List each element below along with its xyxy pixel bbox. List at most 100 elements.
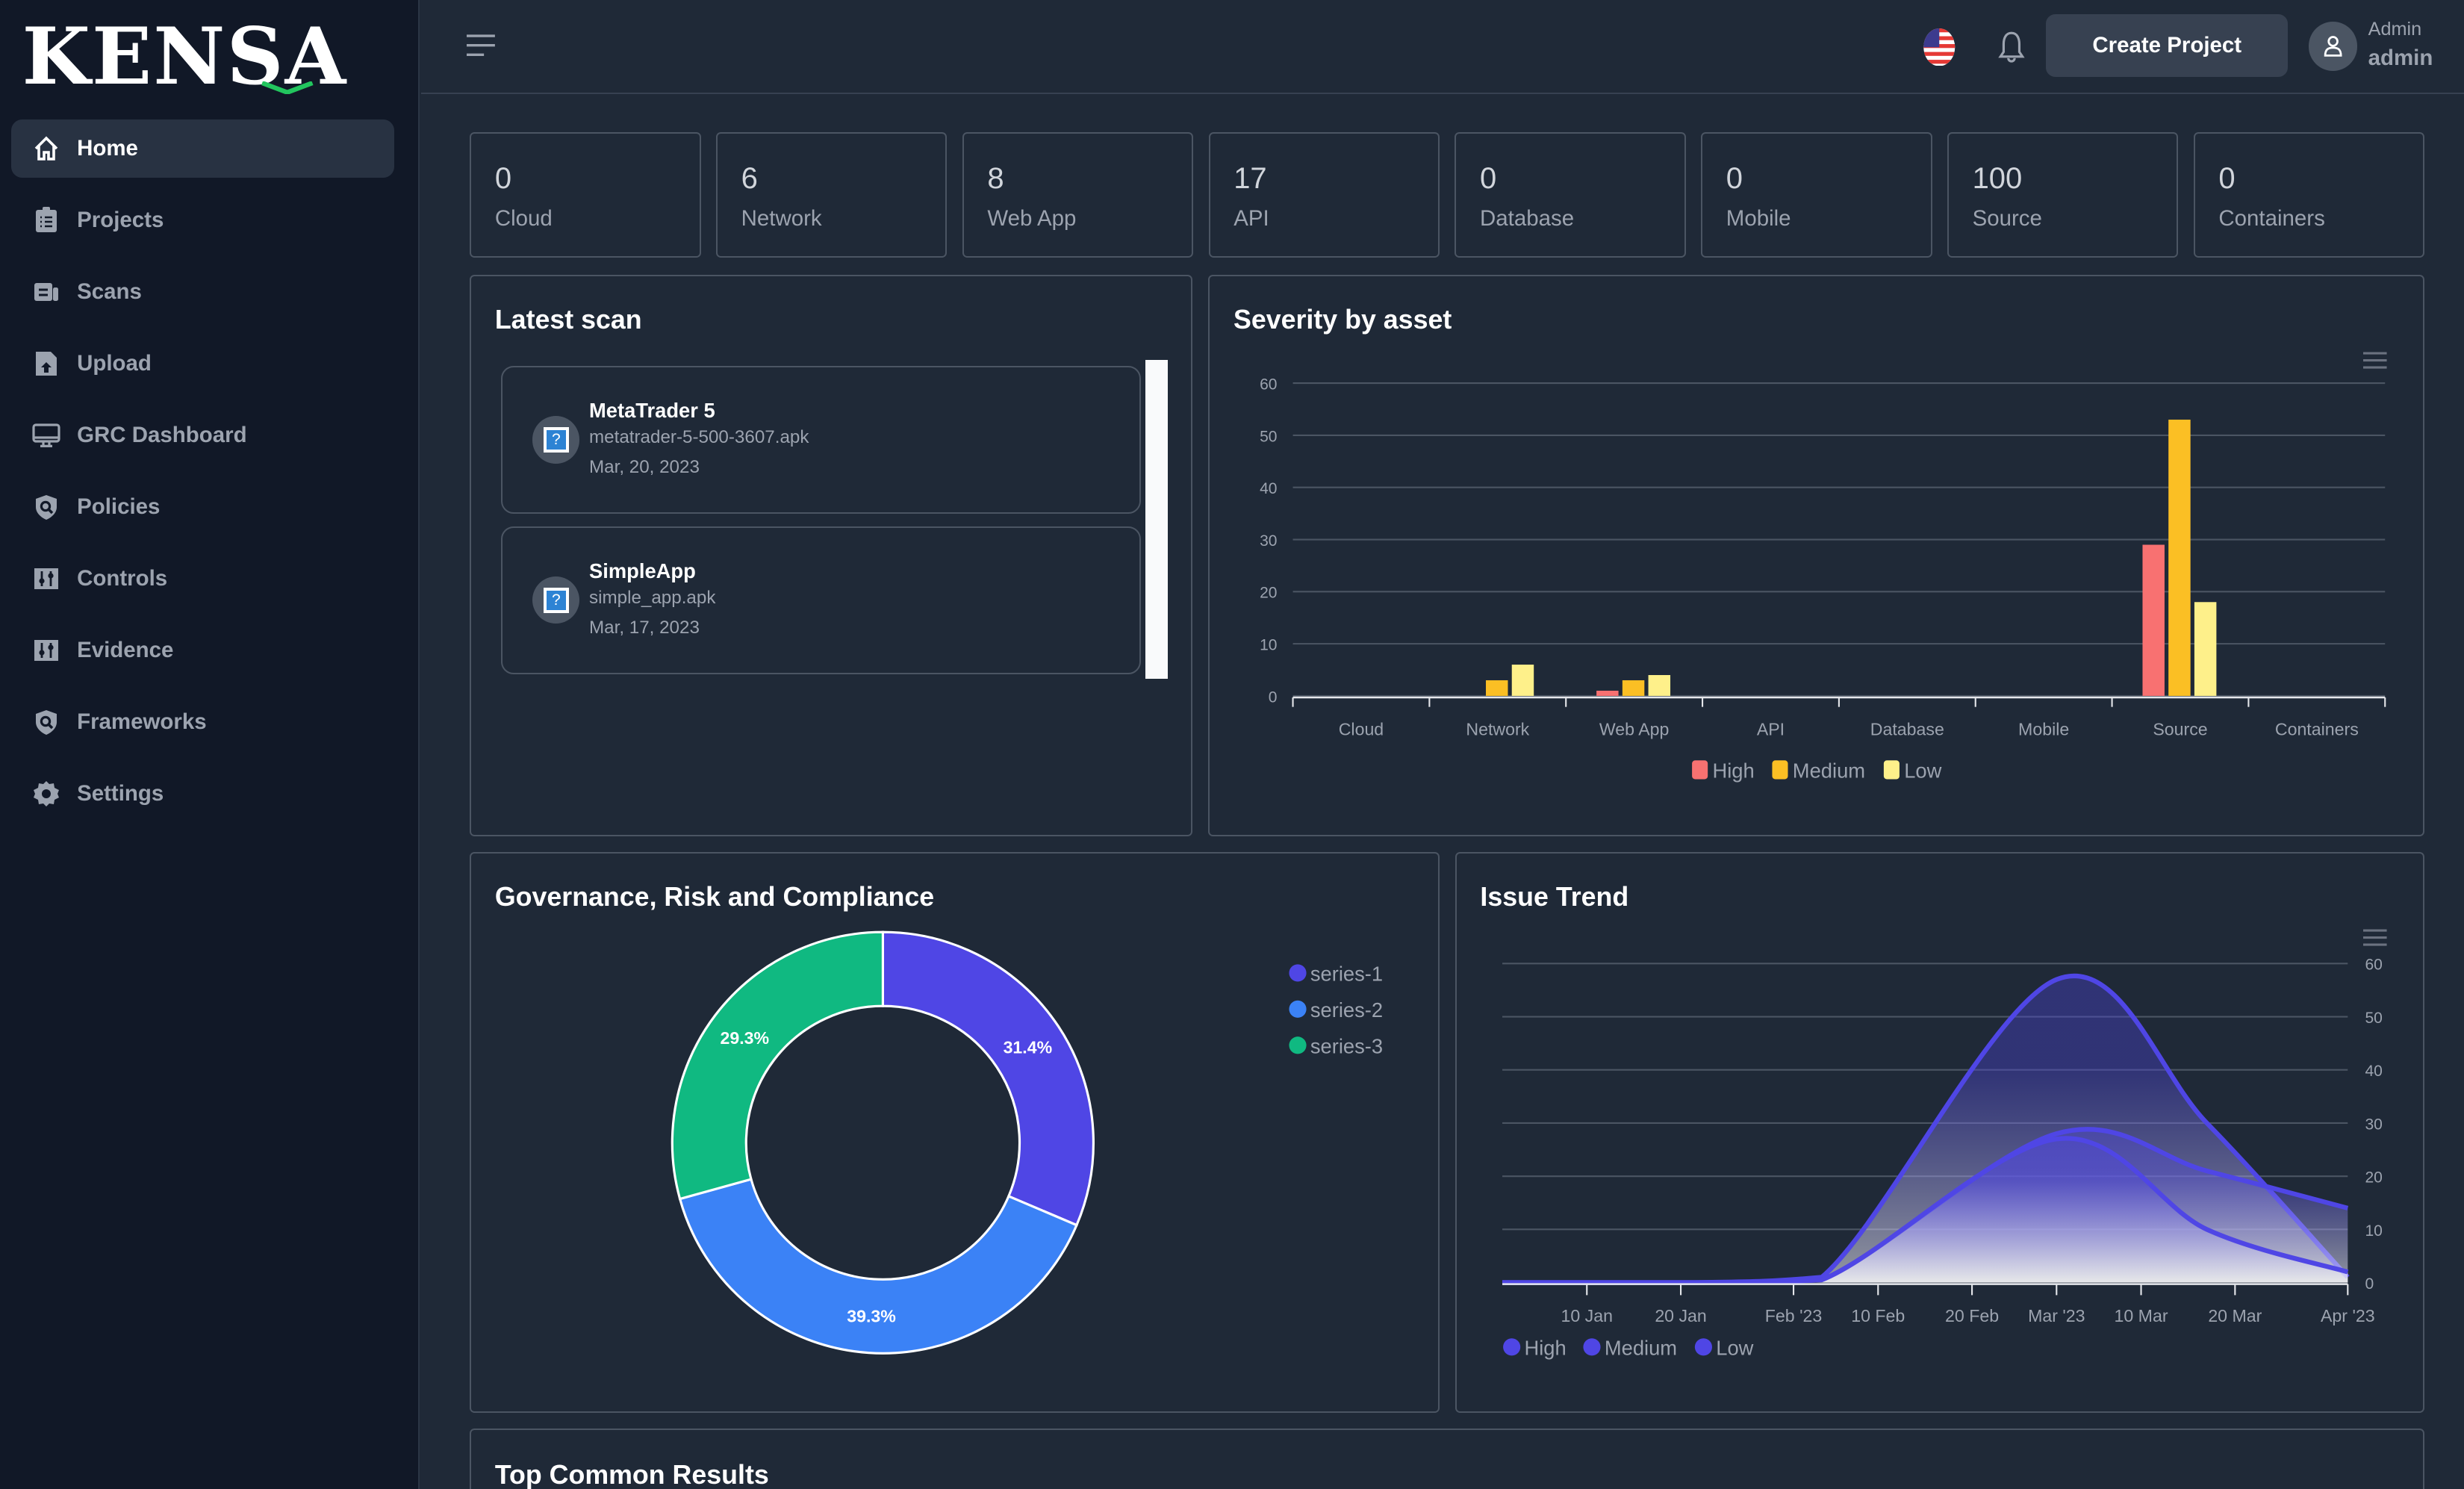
bar-low-web-app xyxy=(1649,675,1671,697)
sidebar-item-scans[interactable]: Scans xyxy=(11,263,395,321)
legend-label: Low xyxy=(1905,759,1942,783)
gear-icon xyxy=(34,780,60,806)
y-tick-label: 20 xyxy=(2365,1169,2382,1186)
chart-menu-icon[interactable] xyxy=(2363,352,2387,369)
chart-menu-icon[interactable] xyxy=(2363,929,2387,946)
sidebar-item-projects[interactable]: Projects xyxy=(11,191,395,249)
us-flag-icon[interactable] xyxy=(1920,28,1959,66)
user-name: admin xyxy=(2368,46,2433,71)
sidebar-item-policies[interactable]: Policies xyxy=(11,478,395,536)
stat-card-mobile[interactable]: 0 Mobile xyxy=(1701,131,1932,258)
sidebar-item-label: Home xyxy=(77,135,138,161)
legend-swatch xyxy=(1772,760,1788,780)
x-tick-label: Feb '23 xyxy=(1765,1306,1822,1325)
sidebar-item-label: GRC Dashboard xyxy=(77,422,247,447)
panel-title: Issue Trend xyxy=(1480,881,1629,912)
legend-marker xyxy=(1289,1000,1307,1018)
slice-value-label: 31.4% xyxy=(1004,1037,1053,1057)
app-placeholder-icon: ? xyxy=(532,416,580,464)
stat-card-database[interactable]: 0 Database xyxy=(1455,131,1686,258)
stat-card-source[interactable]: 100 Source xyxy=(1947,131,2179,258)
grc-panel: Governance, Risk and Compliance 31.4% 39.… xyxy=(470,851,1440,1414)
legend-label: High xyxy=(1524,1336,1566,1359)
sidebar-item-label: Settings xyxy=(77,780,164,806)
issue-trend-area-chart: 0 10 20 30 40 50 60 10 Jan 20 Jan Feb '23 10 Feb 20… xyxy=(1502,956,2383,1359)
stat-label: Containers xyxy=(2218,205,2325,231)
scan-app-name: SimpleApp xyxy=(589,559,696,582)
latest-scan-panel: Latest scan ? MetaTrader 5 metatrader-5-50… xyxy=(470,275,1193,836)
scan-app-name: MetaTrader 5 xyxy=(589,399,715,423)
slice-value-label: 39.3% xyxy=(847,1306,897,1325)
panel-title: Top Common Results xyxy=(494,1460,769,1489)
y-tick-label: 10 xyxy=(1260,637,1278,654)
slice-value-label: 29.3% xyxy=(721,1028,770,1048)
home-icon xyxy=(34,136,58,161)
sidebar-item-label: Upload xyxy=(77,350,152,376)
x-tick-label: Source xyxy=(2153,720,2208,739)
sidebar-item-settings[interactable]: Settings xyxy=(11,765,395,823)
sliders-icon xyxy=(34,568,59,589)
x-tick-label: 10 Feb xyxy=(1851,1306,1905,1325)
bar-low-network xyxy=(1512,665,1534,697)
y-tick-label: 0 xyxy=(1269,689,1278,706)
avatar[interactable] xyxy=(2308,22,2357,71)
stat-value: 0 xyxy=(1726,161,1743,195)
sidebar-item-frameworks[interactable]: Frameworks xyxy=(11,693,395,751)
x-tick-label: Database xyxy=(1870,720,1944,739)
x-tick-label: Containers xyxy=(2275,720,2359,739)
sidebar-item-label: Frameworks xyxy=(77,709,207,734)
stat-card-containers[interactable]: 0 Containers xyxy=(2193,131,2425,258)
stat-card-cloud[interactable]: 0 Cloud xyxy=(470,131,701,258)
file-upload-icon xyxy=(36,351,57,376)
kensa-logo[interactable]: KENSA xyxy=(22,10,348,103)
sidebar-item-label: Projects xyxy=(77,207,164,232)
stat-value: 0 xyxy=(1480,161,1497,195)
x-tick-label: 20 Mar xyxy=(2208,1306,2262,1325)
scrollbar[interactable] xyxy=(1145,359,1168,680)
x-tick-label: API xyxy=(1757,720,1785,739)
severity-panel: Severity by asset 0 10 20 30 40 50 60 Cloud Netw… xyxy=(1208,275,2425,836)
stat-label: Database xyxy=(1480,205,1575,231)
app-placeholder-icon: ? xyxy=(532,576,580,624)
legend-label: series-3 xyxy=(1310,1034,1383,1057)
scan-file-name: simple_app.apk xyxy=(589,587,716,608)
sidebar-item-grc-dashboard[interactable]: GRC Dashboard xyxy=(11,406,395,464)
user-role: Admin xyxy=(2368,19,2422,40)
bar-medium-web-app xyxy=(1623,680,1645,697)
sidebar-item-label: Evidence xyxy=(77,637,174,662)
stat-card-web-app[interactable]: 8 Web App xyxy=(962,131,1194,258)
bell-icon[interactable] xyxy=(1997,30,2026,64)
series-line-low xyxy=(1502,1135,2349,1285)
logo-chevron xyxy=(261,81,314,95)
sidebar-item-evidence[interactable]: Evidence xyxy=(11,621,395,680)
scan-list-item[interactable]: ? MetaTrader 5 metatrader-5-500-3607.apk Ma… xyxy=(501,366,1141,515)
stat-label: Source xyxy=(1972,205,2042,231)
donut-slice-series-2 xyxy=(678,1177,1079,1355)
panel-title: Governance, Risk and Compliance xyxy=(494,881,935,912)
sidebar-item-label: Scans xyxy=(77,279,142,304)
top-common-results-panel: Top Common Results xyxy=(470,1429,2425,1489)
sidebar-item-controls[interactable]: Controls xyxy=(11,550,395,608)
y-tick-label: 60 xyxy=(1260,376,1278,394)
sidebar-item-home[interactable]: Home xyxy=(10,119,395,178)
sidebar-item-label: Controls xyxy=(77,565,168,591)
issue-trend-panel: Issue Trend 0 10 20 30 40 50 60 10 Jan 20 Jan Feb… xyxy=(1455,851,2425,1414)
sidebar: KENSA Home Projects Scans Upload GRC Dashboa… xyxy=(0,0,420,1489)
stat-card-api[interactable]: 17 API xyxy=(1208,131,1440,258)
create-project-button[interactable]: Create Project xyxy=(2046,13,2289,78)
stat-card-network[interactable]: 6 Network xyxy=(716,131,948,258)
y-tick-label: 30 xyxy=(1260,532,1278,550)
scans-icon xyxy=(34,282,59,301)
sidebar-item-upload[interactable]: Upload xyxy=(11,335,395,393)
y-tick-label: 30 xyxy=(2365,1116,2382,1133)
bar-medium-source xyxy=(2168,420,2191,697)
y-tick-label: 40 xyxy=(1260,480,1278,497)
hamburger-menu-icon[interactable] xyxy=(467,34,495,57)
legend-marker xyxy=(1289,1036,1307,1054)
scan-list-item[interactable]: ? SimpleApp simple_app.apk Mar, 17, 2023 xyxy=(501,526,1141,674)
y-tick-label: 50 xyxy=(1260,429,1278,446)
y-tick-label: 50 xyxy=(2365,1010,2382,1027)
stat-label: Mobile xyxy=(1726,205,1791,231)
shield-search-icon xyxy=(36,709,57,735)
scan-file-name: metatrader-5-500-3607.apk xyxy=(589,427,809,448)
